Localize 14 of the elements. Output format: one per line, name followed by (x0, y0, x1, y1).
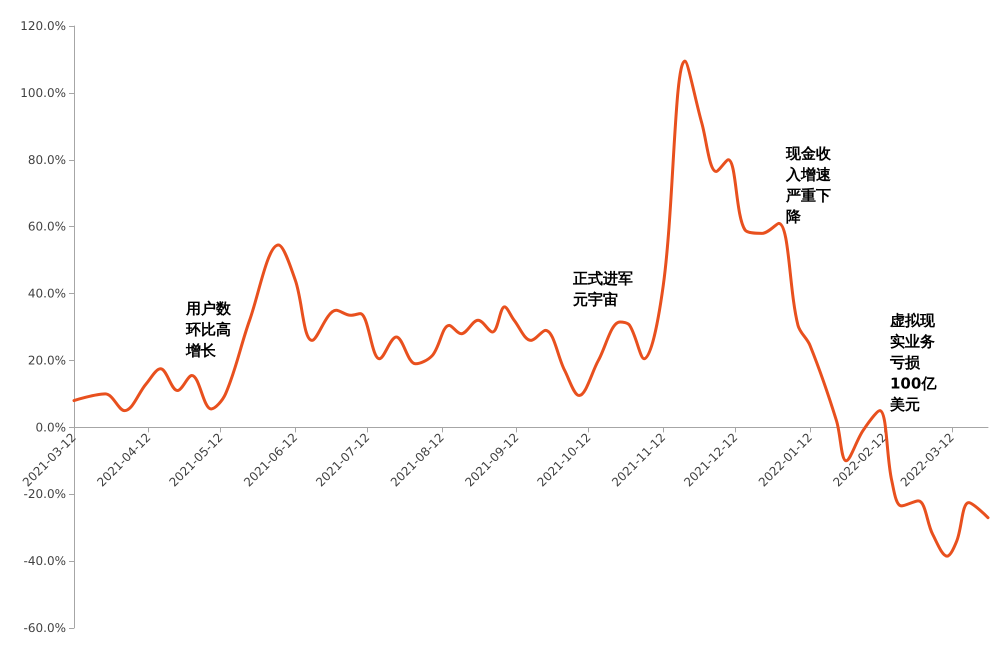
y-tick-label: 40.0% (28, 286, 66, 301)
y-tick-label: 100.0% (20, 86, 66, 100)
y-tick-label: -60.0% (24, 621, 66, 635)
y-tick-label: -40.0% (24, 554, 66, 568)
y-tick-label: 20.0% (28, 353, 66, 368)
y-tick-label: 60.0% (28, 220, 66, 234)
y-tick-label: 120.0% (20, 19, 66, 33)
y-tick-label: 80.0% (28, 152, 66, 167)
y-tick-label: -20.0% (24, 487, 66, 502)
annotation: 虚拟现实业务亏损100亿美元 (889, 312, 938, 414)
annotation: 用户数环比高增长 (185, 300, 232, 360)
annotation: 现金收入增速严重下降 (785, 144, 832, 226)
annotation: 正式进军元宇宙 (572, 270, 633, 308)
y-tick-label: 0.0% (36, 420, 66, 434)
